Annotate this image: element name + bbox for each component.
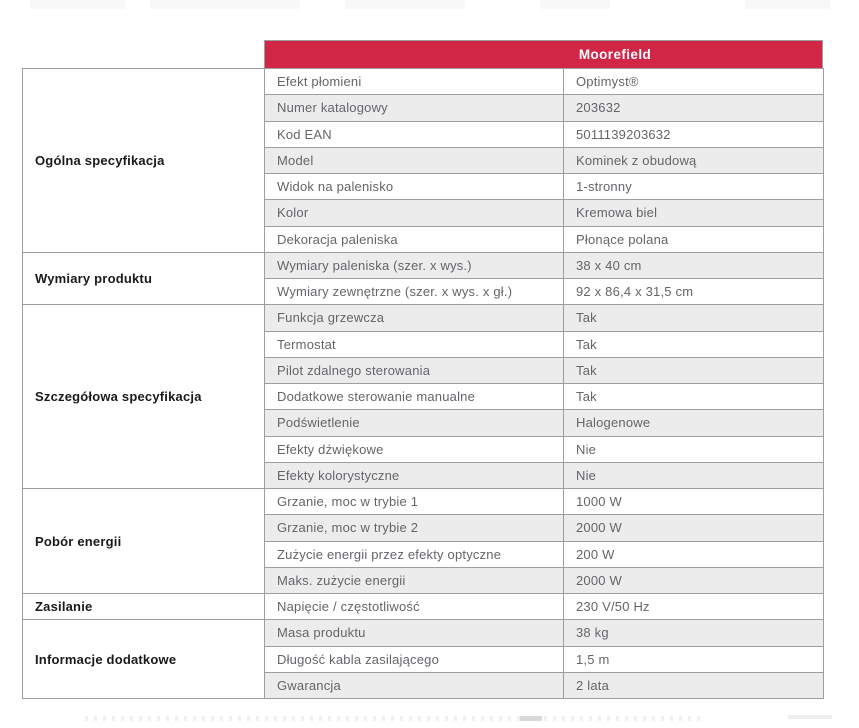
table-row: Pobór energii Grzanie, moc w trybie 1 1000… bbox=[22, 487, 824, 594]
spec-value: Halogenowe bbox=[563, 409, 824, 437]
spec-value: 1000 W bbox=[563, 487, 824, 516]
spec-attribute: Wymiary paleniska (szer. x wys.) bbox=[264, 251, 564, 280]
cropped-text-artifact-bottom bbox=[788, 715, 832, 719]
spec-value: 1,5 m bbox=[563, 645, 824, 673]
spec-value: 2000 W bbox=[563, 514, 824, 542]
spec-attribute: Numer katalogowy bbox=[264, 94, 564, 122]
spec-value: Tak bbox=[563, 304, 824, 332]
spec-attribute: Dekoracja paleniska bbox=[264, 225, 564, 253]
product-name: Moorefield bbox=[578, 47, 652, 62]
spec-value: Płonące polana bbox=[563, 225, 824, 253]
table-row: Kod EAN 5011139203632 bbox=[23, 120, 824, 148]
spec-attribute: Grzanie, moc w trybie 2 bbox=[264, 514, 564, 542]
cropped-text-artifact-bottom bbox=[520, 716, 542, 721]
spec-value: Nie bbox=[563, 461, 824, 490]
spec-value: 1-stronny bbox=[563, 172, 824, 201]
spec-value: Kominek z obudową bbox=[563, 146, 824, 175]
table-row: Efekty dźwiękowe Nie bbox=[23, 435, 824, 463]
spec-value: Tak bbox=[563, 330, 824, 358]
table-row: Szczegółowa specyfikacja Funkcja grzewcza… bbox=[22, 304, 824, 489]
spec-attribute: Wymiary zewnętrzne (szer. x wys. x gł.) bbox=[264, 277, 564, 306]
spec-attribute: Masa produktu bbox=[264, 619, 564, 647]
table-row: Maks. zużycie energii 2000 W bbox=[23, 566, 824, 595]
spec-value: 2 lata bbox=[563, 671, 824, 700]
table-row: Pilot zdalnego sterowania Tak bbox=[23, 356, 824, 385]
spec-value: 5011139203632 bbox=[563, 120, 824, 148]
table-row: Wymiary zewnętrzne (szer. x wys. x gł.) 9… bbox=[23, 277, 824, 306]
table-row: Podświetlenie Halogenowe bbox=[23, 409, 824, 437]
spec-value: Nie bbox=[563, 435, 824, 463]
table-row: Kolor Kremowa biel bbox=[23, 199, 824, 227]
spec-value: 38 x 40 cm bbox=[563, 251, 824, 280]
table-row: Zużycie energii przez efekty optyczne 200… bbox=[23, 540, 824, 568]
section-label: Pobór energii bbox=[22, 488, 265, 594]
spec-value: 2000 W bbox=[563, 566, 824, 595]
spec-attribute: Termostat bbox=[264, 330, 564, 358]
spec-attribute: Efekt płomieni bbox=[264, 67, 564, 96]
cropped-text-artifact-bottom bbox=[85, 716, 700, 721]
section-label: Informacje dodatkowe bbox=[22, 619, 265, 699]
cropped-content-artifact-top bbox=[150, 0, 300, 9]
spec-table-grid: Ogólna specyfikacja Efekt płomieni Optimys… bbox=[22, 67, 824, 700]
spec-value: 92 x 86,4 x 31,5 cm bbox=[563, 277, 824, 306]
spec-attribute: Efekty kolorystyczne bbox=[264, 461, 564, 490]
spec-attribute: Kolor bbox=[264, 199, 564, 227]
spec-value: 230 V/50 Hz bbox=[563, 592, 824, 621]
table-row: Model Kominek z obudową bbox=[23, 146, 824, 175]
spec-value: 203632 bbox=[563, 94, 824, 122]
cropped-content-artifact-top bbox=[745, 0, 830, 9]
section-label: Szczegółowa specyfikacja bbox=[22, 304, 265, 489]
section-label: Wymiary produktu bbox=[22, 251, 265, 306]
table-row: Widok na palenisko 1-stronny bbox=[23, 172, 824, 201]
table-row: Informacje dodatkowe Masa produktu 38 kg bbox=[22, 619, 824, 699]
spec-attribute: Długość kabla zasilającego bbox=[264, 645, 564, 673]
table-row: Termostat Tak bbox=[23, 330, 824, 358]
spec-attribute: Model bbox=[264, 146, 564, 175]
spec-value: Tak bbox=[563, 356, 824, 385]
spec-attribute: Gwarancja bbox=[264, 671, 564, 700]
spec-value: Optimyst® bbox=[563, 67, 824, 96]
cropped-content-artifact-top bbox=[540, 0, 610, 9]
spec-attribute: Widok na palenisko bbox=[264, 172, 564, 201]
product-column-header: Moorefield bbox=[264, 40, 823, 68]
spec-attribute: Podświetlenie bbox=[264, 409, 564, 437]
table-row: Dekoracja paleniska Płonące polana bbox=[23, 225, 824, 253]
cropped-content-artifact-top bbox=[30, 0, 125, 9]
table-row: Zasilanie Napięcie / częstotliwość 230 V/5… bbox=[22, 592, 824, 621]
spec-attribute: Funkcja grzewcza bbox=[264, 304, 564, 332]
table-row: Wymiary produktu Wymiary paleniska (szer.… bbox=[22, 251, 824, 306]
spec-value: Kremowa biel bbox=[563, 199, 824, 227]
table-row: Grzanie, moc w trybie 2 2000 W bbox=[23, 514, 824, 542]
spec-attribute: Grzanie, moc w trybie 1 bbox=[264, 487, 564, 516]
spec-value: 38 kg bbox=[563, 619, 824, 647]
cropped-content-artifact-top bbox=[345, 0, 465, 9]
spec-attribute: Dodatkowe sterowanie manualne bbox=[264, 382, 564, 411]
table-row: Długość kabla zasilającego 1,5 m bbox=[23, 645, 824, 673]
spec-attribute: Napięcie / częstotliwość bbox=[264, 592, 564, 621]
spec-attribute: Efekty dźwiękowe bbox=[264, 435, 564, 463]
spec-value: 200 W bbox=[563, 540, 824, 568]
spec-table-body: Ogólna specyfikacja Efekt płomieni Optimys… bbox=[22, 67, 824, 700]
spec-attribute: Kod EAN bbox=[264, 120, 564, 148]
spec-attribute: Maks. zużycie energii bbox=[264, 566, 564, 595]
spec-attribute: Pilot zdalnego sterowania bbox=[264, 356, 564, 385]
spec-value: Tak bbox=[563, 382, 824, 411]
table-row: Efekty kolorystyczne Nie bbox=[23, 461, 824, 490]
section-label: Ogólna specyfikacja bbox=[22, 68, 265, 253]
section-label: Zasilanie bbox=[22, 592, 265, 621]
table-row: Gwarancja 2 lata bbox=[23, 671, 824, 700]
table-row: Ogólna specyfikacja Efekt płomieni Optimys… bbox=[22, 67, 824, 253]
spec-attribute: Zużycie energii przez efekty optyczne bbox=[264, 540, 564, 568]
